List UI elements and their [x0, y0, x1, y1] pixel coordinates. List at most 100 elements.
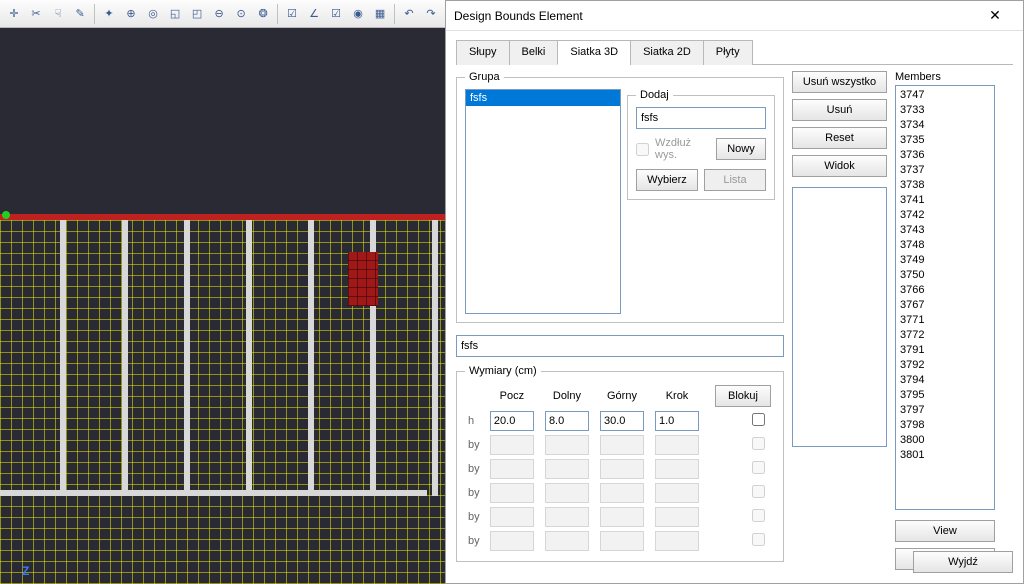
member-item[interactable]: 3792 — [900, 358, 990, 373]
check-orange-icon[interactable]: ☑ — [326, 3, 346, 25]
dim-cell-input — [600, 483, 644, 503]
member-item[interactable]: 3743 — [900, 223, 990, 238]
wybierz-button[interactable]: Wybierz — [636, 169, 698, 191]
angle-icon[interactable]: ∠ — [304, 3, 324, 25]
check-red-icon[interactable]: ☑ — [282, 3, 302, 25]
tab-siatka-2d[interactable]: Siatka 2D — [630, 40, 704, 65]
dim-cell-input — [655, 531, 699, 551]
grupa-listbox[interactable]: fsfs — [465, 89, 621, 314]
grupa-group: Grupa fsfs Dodaj Wzdłuż wys. Nowy — [456, 71, 784, 323]
zoom-fit-icon[interactable]: ◎ — [143, 3, 163, 25]
member-item[interactable]: 3766 — [900, 283, 990, 298]
dim-cell-input — [600, 459, 644, 479]
member-item[interactable]: 3733 — [900, 103, 990, 118]
mesh-view — [0, 220, 445, 584]
member-item[interactable]: 3736 — [900, 148, 990, 163]
member-item[interactable]: 3749 — [900, 253, 990, 268]
dim-cell-input — [545, 507, 589, 527]
tab-belki[interactable]: Belki — [509, 40, 559, 65]
member-item[interactable]: 3747 — [900, 88, 990, 103]
undo-icon[interactable]: ↶ — [399, 3, 419, 25]
lista-button: Lista — [704, 169, 766, 191]
members-listbox[interactable]: 3747373337343735373637373738374137423743… — [895, 85, 995, 510]
dim-cell-input — [545, 459, 589, 479]
main-toolbar: ✛✂☟✎✦⊕◎◱◰⊖⊙❂☑∠☑◉▦↶↷ — [0, 0, 445, 28]
tab-płyty[interactable]: Płyty — [703, 40, 753, 65]
dim-col-header: Dolny — [539, 383, 594, 409]
member-item[interactable]: 3735 — [900, 133, 990, 148]
target-icon[interactable]: ◉ — [348, 3, 368, 25]
usun-button[interactable]: Usuń — [792, 99, 887, 121]
hand-icon[interactable]: ☟ — [48, 3, 68, 25]
wyjdz-button[interactable]: Wyjdź — [913, 551, 1013, 573]
grupa-label: Grupa — [465, 71, 504, 83]
member-item[interactable]: 3741 — [900, 193, 990, 208]
member-item[interactable]: 3767 — [900, 298, 990, 313]
dim-lock-checkbox[interactable] — [752, 413, 765, 426]
member-item[interactable]: 3795 — [900, 388, 990, 403]
dim-cell-input — [490, 507, 534, 527]
member-item[interactable]: 3801 — [900, 448, 990, 463]
grupa-item[interactable]: fsfs — [466, 90, 620, 106]
dim-col-header: Pocz — [484, 383, 539, 409]
blokuj-button[interactable]: Blokuj — [715, 385, 771, 407]
member-item[interactable]: 3750 — [900, 268, 990, 283]
member-item[interactable]: 3742 — [900, 208, 990, 223]
view-button[interactable]: View — [895, 520, 995, 542]
dodaj-input[interactable] — [636, 107, 766, 129]
tab-słupy[interactable]: Słupy — [456, 40, 510, 65]
name-input[interactable] — [456, 335, 784, 357]
close-icon[interactable]: ✕ — [975, 4, 1015, 28]
dim-cell-input[interactable] — [490, 411, 534, 431]
reset-button[interactable]: Reset — [792, 127, 887, 149]
preview-box — [792, 187, 887, 447]
dim-cell-input — [490, 531, 534, 551]
dim-col-header — [465, 383, 484, 409]
member-item[interactable]: 3800 — [900, 433, 990, 448]
usun-wszystko-button[interactable]: Usuń wszystko — [792, 71, 887, 93]
dim-cell-input — [655, 435, 699, 455]
redo-icon[interactable]: ↷ — [421, 3, 441, 25]
dim-cell-input — [655, 459, 699, 479]
zoom-in-icon[interactable]: ⊕ — [121, 3, 141, 25]
nowy-button[interactable]: Nowy — [716, 138, 766, 160]
dim-cell-input — [490, 459, 534, 479]
zoom-sel-icon[interactable]: ◰ — [187, 3, 207, 25]
zoom-all-icon[interactable]: ⊙ — [231, 3, 251, 25]
member-item[interactable]: 3738 — [900, 178, 990, 193]
tab-siatka-3d[interactable]: Siatka 3D — [557, 40, 631, 65]
selected-element — [348, 252, 378, 306]
dim-row-label: by — [465, 433, 484, 457]
dim-col-header: Krok — [649, 383, 704, 409]
wymiary-table: PoczDolnyGórnyKrokBlokujhbybybybyby — [465, 383, 775, 553]
member-item[interactable]: 3772 — [900, 328, 990, 343]
zoom-out-icon[interactable]: ⊖ — [209, 3, 229, 25]
globe-icon[interactable]: ❂ — [253, 3, 273, 25]
wand-icon[interactable]: ✦ — [99, 3, 119, 25]
member-item[interactable]: 3737 — [900, 163, 990, 178]
dim-row-label: by — [465, 529, 484, 553]
member-item[interactable]: 3797 — [900, 403, 990, 418]
dim-cell-input[interactable] — [545, 411, 589, 431]
dim-cell-input — [600, 435, 644, 455]
zoom-win-icon[interactable]: ◱ — [165, 3, 185, 25]
member-item[interactable]: 3734 — [900, 118, 990, 133]
member-item[interactable]: 3794 — [900, 373, 990, 388]
dim-lock-checkbox — [752, 485, 765, 498]
scissors-icon[interactable]: ✂ — [26, 3, 46, 25]
dim-cell-input[interactable] — [600, 411, 644, 431]
model-canvas[interactable]: Z — [0, 28, 445, 584]
member-item[interactable]: 3798 — [900, 418, 990, 433]
widok-button[interactable]: Widok — [792, 155, 887, 177]
crosshair-icon[interactable]: ✛ — [4, 3, 24, 25]
pencil-icon[interactable]: ✎ — [70, 3, 90, 25]
member-item[interactable]: 3791 — [900, 343, 990, 358]
grid-icon[interactable]: ▦ — [370, 3, 390, 25]
dim-cell-input[interactable] — [655, 411, 699, 431]
dim-cell-input — [545, 483, 589, 503]
axis-label-z: Z — [22, 564, 29, 578]
member-item[interactable]: 3748 — [900, 238, 990, 253]
dim-col-header: Górny — [594, 383, 649, 409]
dodaj-group: Dodaj Wzdłuż wys. Nowy Wybierz Lista — [627, 89, 775, 200]
member-item[interactable]: 3771 — [900, 313, 990, 328]
